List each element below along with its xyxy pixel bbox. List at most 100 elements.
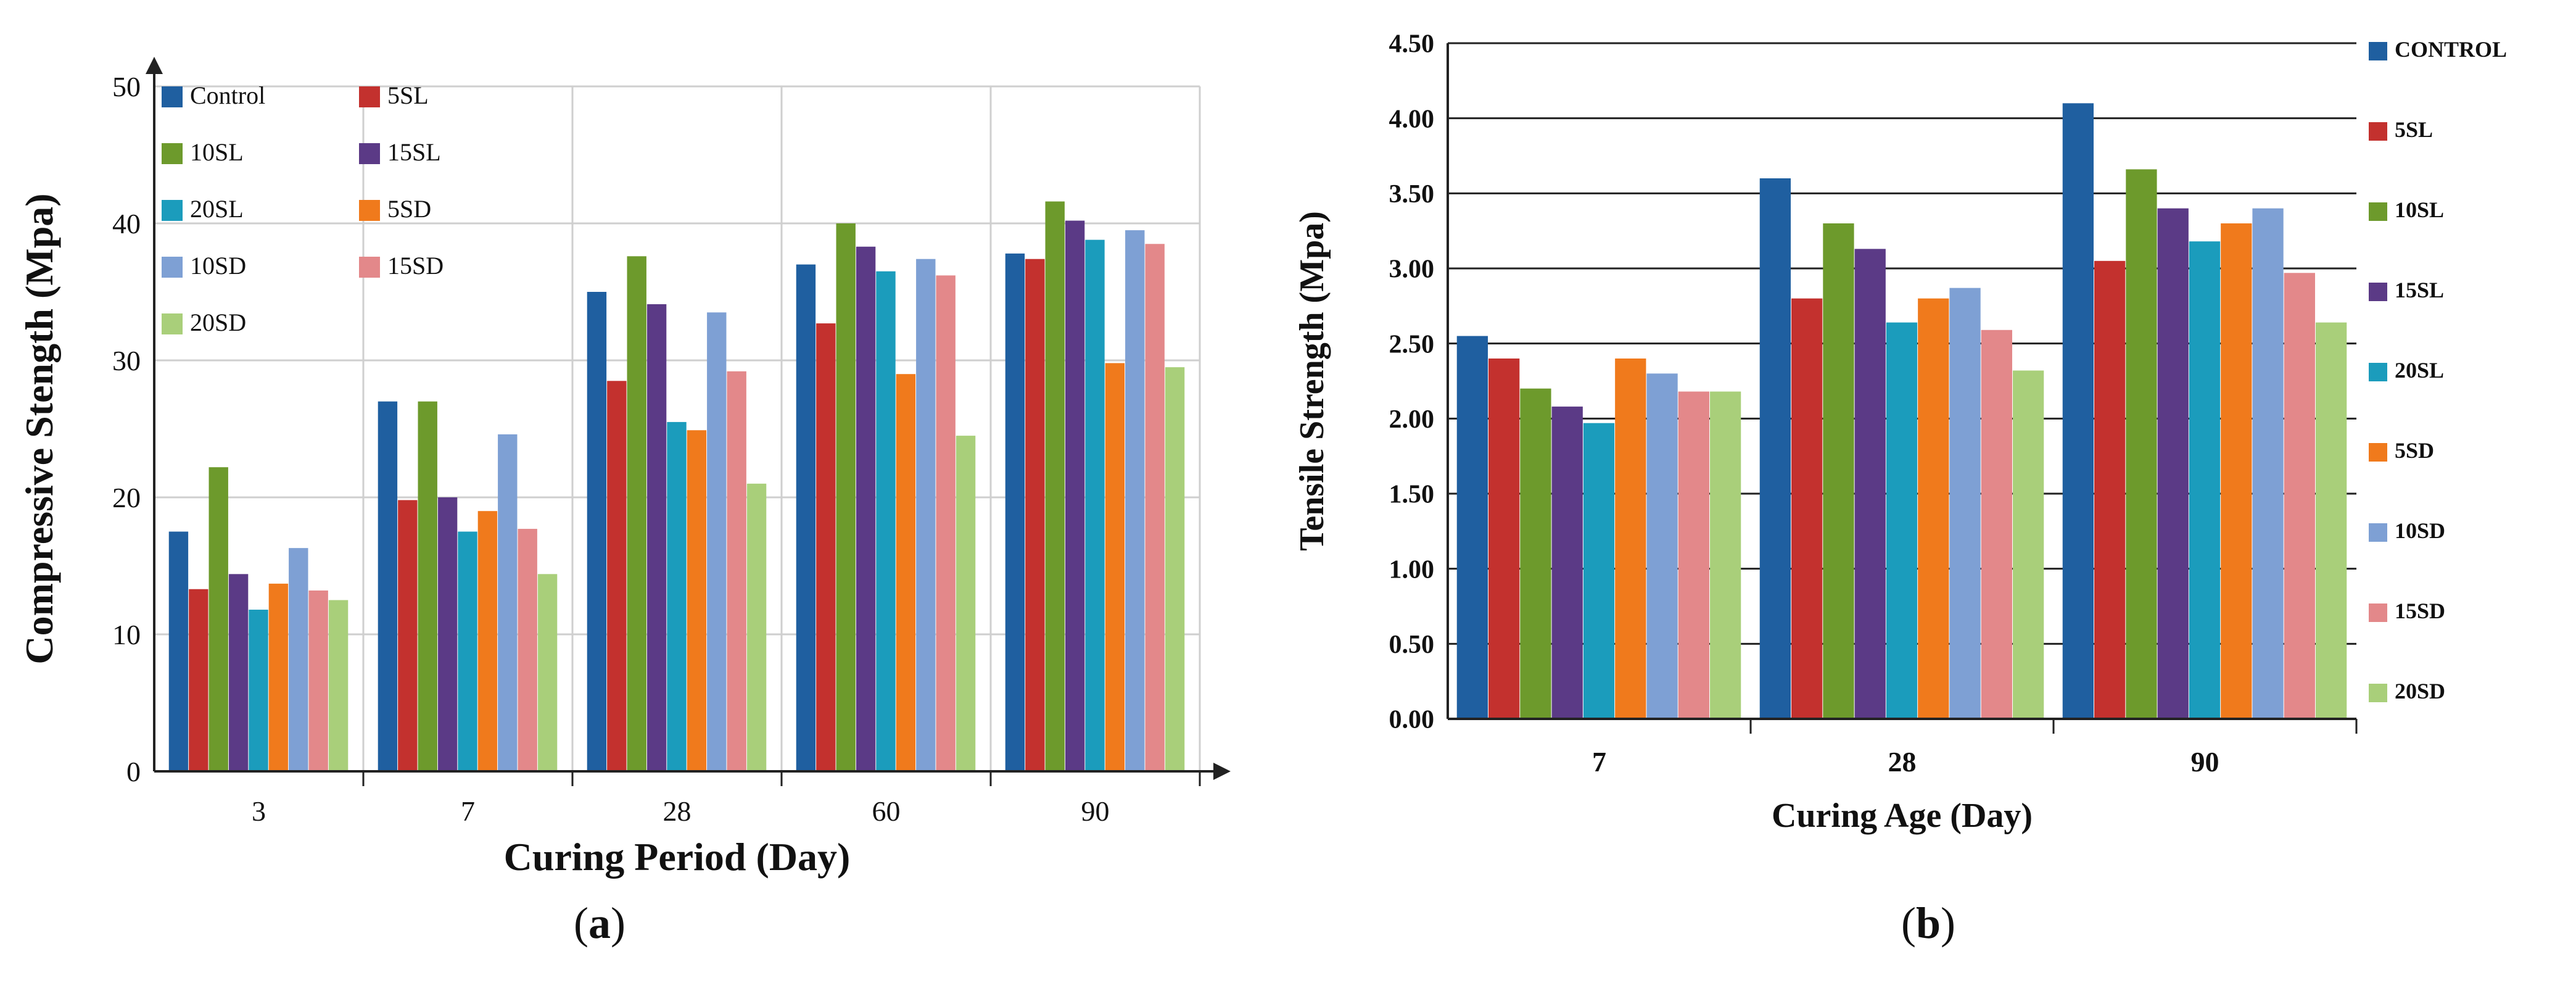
x-tick-label: 90 — [1081, 795, 1110, 827]
bar-5sl-7 — [398, 500, 418, 771]
y-tick-label: 0.00 — [1389, 706, 1435, 734]
bar-10sl-3 — [208, 467, 228, 771]
y-axis-title: Compressive Stength (Mpa) — [17, 193, 61, 664]
bar-5sd-7 — [1615, 359, 1646, 719]
x-tick-label: 7 — [1592, 746, 1606, 777]
bar-15sd-90 — [2284, 273, 2315, 719]
bar-15sl-90 — [1065, 220, 1085, 771]
bar-20sd-28 — [746, 483, 767, 771]
x-axis-arrow — [1213, 763, 1231, 780]
bar-5sd-7 — [477, 511, 498, 771]
bar-10sl-7 — [418, 401, 437, 771]
bar-15sl-28 — [1854, 249, 1886, 719]
bar-10sd-7 — [1646, 373, 1678, 719]
x-tick-label: 28 — [1888, 746, 1917, 777]
legend-label-10sd: 10SD — [190, 252, 246, 280]
legend-swatch-5sd — [2369, 443, 2387, 462]
y-tick-label: 2.50 — [1389, 330, 1435, 359]
bar-control-28 — [587, 292, 607, 771]
y-axis-arrow — [146, 57, 163, 74]
bar-15sl-7 — [437, 497, 458, 771]
bar-control-7 — [1456, 336, 1488, 719]
bar-15sl-28 — [646, 304, 667, 772]
legend-swatch-control — [162, 86, 183, 107]
legend-label-5sd: 5SD — [2395, 438, 2434, 463]
legend-swatch-20sl — [2369, 363, 2387, 381]
legend-label-10sl: 10SL — [190, 138, 244, 166]
legend-swatch-10sl — [2369, 202, 2387, 221]
x-tick-label: 28 — [663, 795, 691, 827]
legend-swatch-10sd — [2369, 523, 2387, 542]
caption-a: (a) — [574, 898, 625, 948]
x-tick-label: 3 — [252, 795, 266, 827]
bar-15sl-7 — [1551, 406, 1583, 719]
bar-20sd-7 — [537, 574, 558, 771]
bar-control-28 — [1759, 178, 1791, 719]
legend-swatch-20sd — [2369, 684, 2387, 702]
bar-15sl-90 — [2157, 208, 2189, 719]
bar-10sd-90 — [1125, 230, 1145, 772]
bar-5sl-90 — [1025, 259, 1045, 772]
bar-5sd-28 — [1918, 298, 1949, 719]
legend-swatch-15sd — [2369, 603, 2387, 622]
legend-label-5sl: 5SL — [387, 81, 429, 109]
bar-10sl-90 — [1045, 201, 1065, 772]
bar-5sd-90 — [2221, 223, 2252, 719]
legend-label-control: Control — [190, 81, 265, 109]
bar-5sd-60 — [896, 374, 916, 771]
bar-5sl-28 — [1791, 298, 1823, 719]
bar-10sd-3 — [289, 548, 308, 771]
y-tick-label: 1.50 — [1389, 481, 1435, 509]
caption-b: (b) — [1901, 898, 1956, 948]
bar-10sd-90 — [2252, 208, 2284, 719]
legend-swatch-20sl — [162, 200, 183, 221]
legend-label-15sd: 15SD — [387, 252, 444, 280]
legend-swatch-5sd — [359, 200, 380, 221]
legend-label-15sl: 15SL — [387, 138, 441, 166]
bar-5sl-60 — [816, 323, 836, 771]
bar-20sl-28 — [667, 421, 687, 771]
y-tick-label: 3.00 — [1389, 255, 1435, 284]
x-tick-label: 60 — [872, 795, 901, 827]
y-tick-label: 2.00 — [1389, 405, 1435, 434]
bar-10sl-28 — [1823, 223, 1854, 719]
bar-10sl-28 — [627, 256, 646, 771]
bar-20sl-90 — [1085, 239, 1105, 771]
x-tick-label: 90 — [2191, 746, 2219, 777]
bar-20sl-7 — [458, 531, 477, 771]
bar-control-60 — [796, 264, 816, 772]
y-tick-label: 50 — [112, 71, 141, 102]
bar-10sd-60 — [916, 259, 936, 772]
bar-10sd-28 — [1949, 288, 1981, 719]
bar-control-7 — [378, 401, 398, 771]
legend-label-20sl: 20SL — [2395, 358, 2444, 383]
legend-label-20sd: 20SD — [190, 309, 246, 336]
y-tick-label: 4.00 — [1389, 105, 1435, 133]
bar-15sd-90 — [1145, 244, 1165, 771]
legend-label-control: CONTROL — [2395, 37, 2507, 62]
bar-15sd-3 — [308, 590, 328, 771]
bar-20sl-90 — [2189, 241, 2221, 719]
bar-20sl-28 — [1886, 322, 1918, 719]
bar-20sd-3 — [328, 600, 349, 771]
x-axis-title: Curing Age (Day) — [1772, 797, 2033, 835]
legend-swatch-10sd — [162, 257, 183, 278]
legend-label-10sd: 10SD — [2395, 518, 2445, 543]
bar-control-90 — [2062, 103, 2094, 719]
x-tick-label: 7 — [461, 795, 475, 827]
y-tick-label: 10 — [112, 619, 141, 650]
y-tick-label: 30 — [112, 345, 141, 376]
bar-10sd-28 — [707, 312, 727, 771]
compressive-strength-chart: 0 10 20 30 40 50 3 7 28 60 90 Curing Period (Day) Co… — [17, 57, 1231, 879]
bar-20sd-90 — [2315, 322, 2347, 719]
x-axis-title: Curing Period (Day) — [504, 835, 851, 879]
y-tick-label: 0.50 — [1389, 631, 1435, 659]
tensile-strength-chart: 0.00 0.50 1.00 1.50 2.00 2.50 3.00 3.50 4.00 4.50… — [1293, 30, 2507, 835]
bar-20sl-60 — [876, 271, 896, 771]
bar-10sl-60 — [836, 223, 856, 771]
bar-20sl-3 — [249, 610, 268, 771]
bar-5sl-3 — [189, 589, 208, 771]
y-axis-title: Tensile Strength (Mpa) — [1293, 211, 1331, 551]
y-tick-label: 1.00 — [1389, 555, 1435, 584]
